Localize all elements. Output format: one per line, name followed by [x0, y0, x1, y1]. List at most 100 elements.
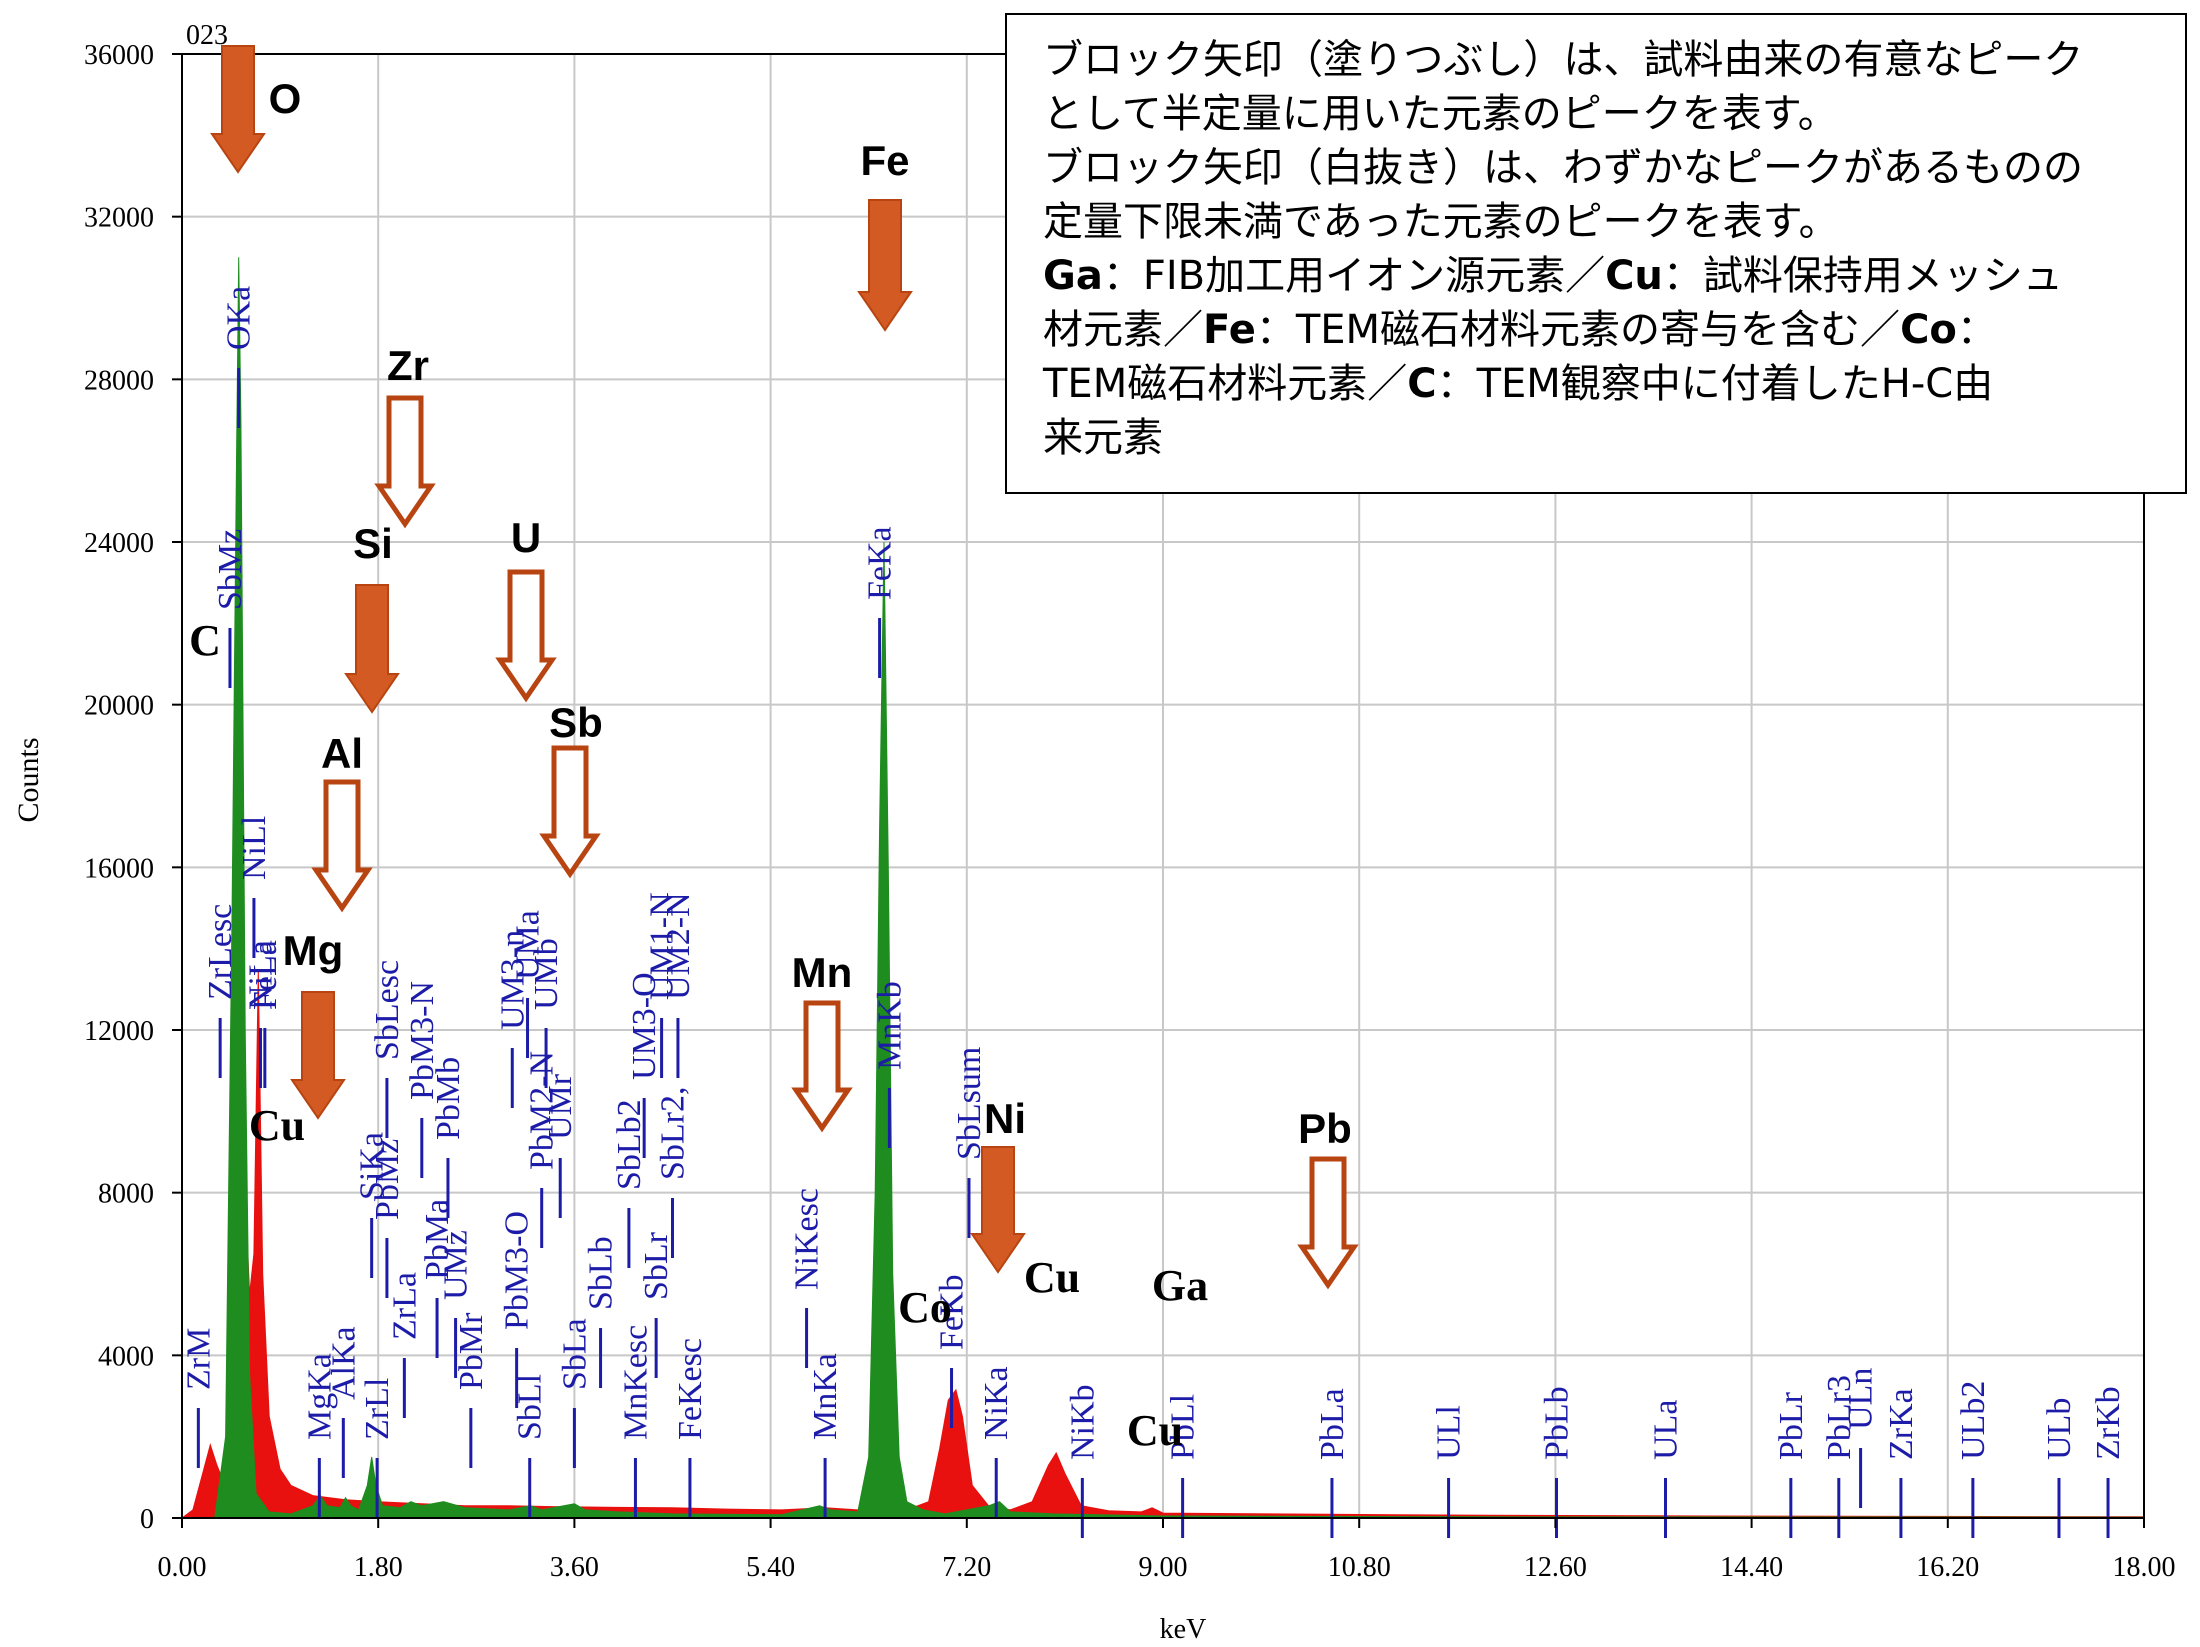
line-marker-label: PbM2-N [524, 1051, 561, 1170]
legend-term: Ga [1043, 253, 1103, 299]
legend-line: ブロック矢印（白抜き）は、わずかなピークがあるものの [1043, 145, 2083, 191]
y-tick-label: 8000 [98, 1179, 154, 1210]
hollow-arrow [374, 395, 436, 529]
legend-text: ：TEM磁石材料元素の寄与を含む／ [1255, 307, 1901, 353]
legend-text: ：FIB加工用イオン源元素／ [1102, 253, 1606, 299]
element-label: C [189, 616, 221, 665]
line-marker-label: MgKa [301, 1353, 338, 1440]
spectrum-series [182, 257, 2145, 1519]
line-marker-label: ZrM [180, 1328, 217, 1390]
line-marker-label: SiKa [354, 1132, 391, 1200]
element-label: Zr [387, 342, 429, 389]
line-marker-label: UM2-N [660, 892, 697, 1000]
filled-arrow [290, 991, 346, 1120]
line-marker-label: UMz [438, 1230, 475, 1300]
element-label: Cu [1127, 1406, 1183, 1455]
element-label: Mg [283, 927, 344, 974]
line-marker-label: UM3-n [494, 930, 531, 1030]
element-label: O [269, 75, 302, 122]
line-marker-label: PbM3-O [499, 1211, 536, 1330]
line-marker-label: PbM3-N [404, 981, 441, 1100]
line-marker-label: PbLr3 [1821, 1375, 1858, 1460]
element-label: Cu [249, 1101, 305, 1150]
legend-text: ： [1956, 307, 1997, 353]
line-marker-label: PbMr [453, 1312, 490, 1390]
element-label: Sb [549, 699, 603, 746]
x-tick-label: 9.00 [1139, 1552, 1188, 1583]
legend-line: 定量下限未満であった元素のピークを表す。 [1043, 199, 1839, 245]
line-marker-label: PbMb [430, 1057, 467, 1140]
y-tick-label: 16000 [84, 853, 154, 884]
x-tick-label: 12.60 [1524, 1552, 1587, 1583]
line-marker-label: UMr [542, 1073, 579, 1140]
filled-arrow [210, 45, 266, 174]
line-marker-label: SbLa [556, 1318, 593, 1390]
element-label: Fe [860, 137, 909, 184]
line-marker-label: PbLl [1165, 1394, 1202, 1460]
element-label: Co [898, 1283, 952, 1332]
line-marker-label: AlKa [325, 1326, 362, 1400]
x-tick-label: 5.40 [746, 1552, 795, 1583]
line-marker-label: PbMz [369, 1139, 406, 1220]
line-marker-label: ZrLesc [202, 904, 239, 1000]
element-label: Si [353, 520, 393, 567]
legend-text: ：試料保持用メッシュ [1662, 253, 2063, 299]
x-tick-label: 18.00 [2113, 1552, 2176, 1583]
line-marker-label: UM1-N [644, 892, 681, 1000]
legend-line: Ga：FIB加工用イオン源元素／Cu：試料保持用メッシュ [1043, 249, 2165, 303]
line-marker-label: FeKb [934, 1274, 971, 1350]
line-marker-label: ULn [1843, 1368, 1880, 1430]
line-marker-label: NiLl [236, 816, 273, 880]
hollow-arrow [791, 1000, 853, 1133]
line-marker-label: SbLr [638, 1231, 675, 1300]
line-marker-label: ZrKb [2090, 1386, 2127, 1460]
line-marker-label: ZrKa [1883, 1388, 1920, 1460]
line-marker-label: PbLa [1314, 1388, 1351, 1460]
line-marker-label: UMa [510, 910, 547, 980]
legend-line: 来元素 [1043, 415, 1163, 461]
x-tick-label: 3.60 [550, 1552, 599, 1583]
filled-arrow [970, 1146, 1026, 1274]
filled-arrow [344, 584, 400, 714]
y-axis-label: Counts [12, 737, 45, 822]
line-marker-label: NiKb [1064, 1384, 1101, 1460]
corner-label: 023 [186, 20, 228, 51]
line-marker-label: ULa [1647, 1400, 1684, 1460]
legend-term: C [1407, 361, 1437, 407]
line-marker-label: SbMz [212, 529, 249, 610]
hollow-arrow [495, 569, 557, 703]
line-marker-label: UM3-O [626, 972, 663, 1080]
line-marker-label: SbLb [583, 1236, 620, 1310]
line-marker-label: SbLsum [951, 1047, 988, 1160]
line-marker-label: NiKesc [789, 1188, 826, 1290]
line-marker-label: MnKa [807, 1353, 844, 1440]
line-marker-label: SbLr2, [655, 1087, 692, 1181]
line-marker-label: NiKa [978, 1366, 1015, 1440]
y-tick-label: 4000 [98, 1341, 154, 1372]
line-marker-label: FeKesc [672, 1338, 709, 1440]
line-marker-label: ZrLa [386, 1272, 423, 1340]
x-tick-label: 16.20 [1916, 1552, 1979, 1583]
line-marker-label: MnKesc [617, 1325, 654, 1440]
legend-line: TEM磁石材料元素／C：TEM観察中に付着したH-C由 [1043, 357, 2165, 411]
element-label: Ni [984, 1095, 1026, 1142]
line-marker-label: FeKa [862, 526, 899, 600]
hollow-arrow [1297, 1156, 1359, 1290]
spectrum-areas [180, 257, 2145, 1519]
x-axis-label: keV [1160, 1614, 1207, 1645]
y-tick-label: 28000 [84, 365, 154, 396]
y-tick-label: 36000 [84, 40, 154, 71]
legend-text: ：TEM観察中に付着したH-C由 [1436, 361, 1994, 407]
x-tick-label: 14.40 [1720, 1552, 1783, 1583]
line-marker-label: ULl [1431, 1405, 1468, 1460]
element-label: Cu [1024, 1253, 1080, 1302]
element-label: Al [321, 730, 363, 777]
line-marker-label: SbLesc [369, 960, 406, 1060]
element-label: Pb [1298, 1105, 1352, 1152]
legend-line: 材元素／Fe：TEM磁石材料元素の寄与を含む／Co： [1043, 303, 2165, 357]
line-marker-label: PbLb [1538, 1386, 1575, 1460]
y-tick-label: 12000 [84, 1016, 154, 1047]
hollow-arrow [539, 745, 601, 879]
